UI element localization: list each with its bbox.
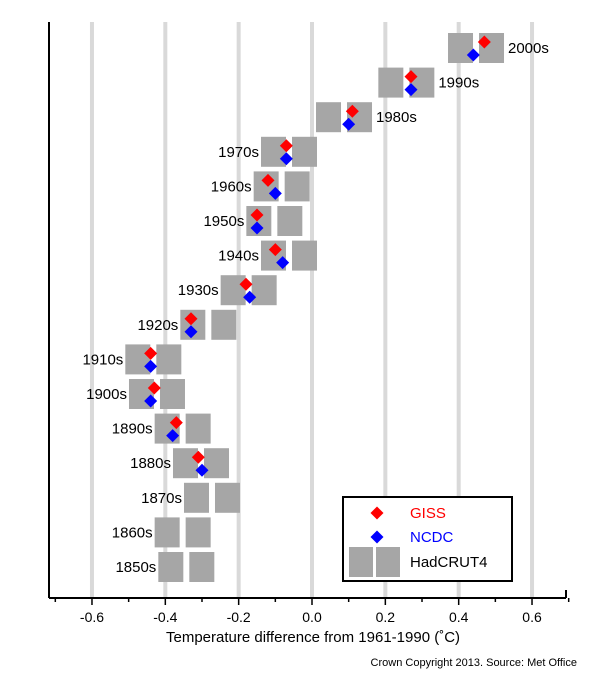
hadcrut4-box — [211, 309, 237, 340]
ncdc-point — [250, 221, 264, 235]
decade-label: 1930s — [178, 282, 219, 299]
ncdc-point — [279, 152, 293, 166]
hadcrut4-box — [172, 448, 198, 479]
legend-giss-marker — [370, 506, 384, 520]
decade-label: 1890s — [112, 421, 153, 438]
hadcrut4-box — [154, 517, 180, 548]
ncdc-point — [243, 290, 257, 304]
x-tick-label: 0.2 — [376, 609, 396, 625]
decade-label: 1990s — [438, 75, 479, 92]
hadcrut4-box — [203, 448, 229, 479]
ncdc-point — [144, 394, 158, 408]
x-tick-label: 0.4 — [449, 609, 469, 625]
decade-label: 2000s — [508, 40, 549, 57]
ncdc-point — [276, 256, 290, 270]
hadcrut4-box — [260, 136, 286, 167]
hadcrut4-box — [251, 275, 277, 306]
ncdc-point — [342, 117, 356, 131]
hadcrut4-box — [291, 136, 317, 167]
ncdc-point — [466, 48, 480, 62]
hadcrut4-box — [448, 33, 474, 63]
ncdc-point — [195, 463, 209, 477]
grid-lines — [89, 22, 535, 598]
decade-label: 1850s — [115, 559, 156, 576]
hadcrut4-box — [156, 344, 182, 375]
ncdc-point — [184, 325, 198, 339]
giss-point — [404, 70, 418, 84]
giss-point — [279, 139, 293, 153]
hadcrut4-box — [316, 102, 342, 133]
decade-label: 1980s — [376, 109, 417, 126]
hadcrut4-box — [189, 552, 215, 582]
x-axis-title: Temperature difference from 1961-1990 (˚… — [166, 629, 460, 646]
hadcrut4-box — [183, 482, 209, 513]
legend-hadcrut4-label: HadCRUT4 — [410, 554, 488, 571]
decade-label: 1870s — [141, 490, 182, 507]
giss-point — [169, 416, 183, 430]
decade-label: 1900s — [86, 386, 127, 403]
ncdc-point — [144, 359, 158, 373]
giss-point — [239, 277, 253, 291]
hadcrut4-box — [125, 344, 151, 375]
giss-point — [184, 312, 198, 326]
giss-point — [144, 346, 158, 360]
legend-ncdc-label: NCDC — [410, 529, 453, 546]
ncdc-point — [404, 83, 418, 97]
decade-label: 1920s — [137, 317, 178, 334]
giss-point — [477, 35, 491, 49]
data-markers — [144, 35, 491, 477]
decade-label: 1940s — [218, 248, 259, 265]
decade-labels: 2000s 1990s 1980s 1970s 1960s 1950s 1940s 1930s… — [82, 40, 548, 576]
hadcrut4-box — [158, 552, 184, 582]
ncdc-point — [268, 186, 282, 200]
legend-hadcrut4-box — [349, 547, 373, 577]
x-tick-label: -0.6 — [80, 609, 104, 625]
x-tick-label: -0.2 — [227, 609, 251, 625]
giss-point — [147, 381, 161, 395]
giss-point — [250, 208, 264, 222]
decade-label: 1910s — [82, 351, 123, 368]
legend: GISS NCDC HadCRUT4 — [342, 496, 513, 582]
legend-ncdc-marker — [370, 530, 384, 544]
x-axis: -0.6 -0.4 -0.2 0.0 0.2 0.4 0.6 — [48, 22, 570, 625]
x-tick-label: 0.0 — [302, 609, 322, 625]
decade-label: 1960s — [211, 178, 252, 195]
hadcrut4-box — [284, 171, 310, 202]
giss-point — [268, 243, 282, 257]
decade-label: 1880s — [130, 455, 171, 472]
hadcrut4-box — [378, 67, 404, 98]
decade-label: 1860s — [112, 524, 153, 541]
decade-label: 1950s — [203, 213, 244, 230]
hadcrut4-box — [185, 413, 211, 444]
hadcrut4-box — [291, 240, 317, 271]
hadcrut4-box — [277, 206, 303, 236]
hadcrut4-box — [214, 482, 240, 513]
giss-point — [191, 450, 205, 464]
legend-giss-label: GISS — [410, 505, 446, 522]
ncdc-point — [166, 429, 180, 443]
giss-point — [345, 104, 359, 118]
x-tick-label: -0.4 — [153, 609, 177, 625]
hadcrut4-box — [185, 517, 211, 548]
legend-hadcrut4-box — [376, 547, 400, 577]
hadcrut4-box — [220, 275, 246, 306]
hadcrut4-box — [159, 379, 185, 409]
decade-label: 1970s — [218, 144, 259, 161]
giss-point — [261, 173, 275, 187]
credit-text: Crown Copyright 2013. Source: Met Office — [371, 657, 577, 669]
x-tick-label: 0.6 — [522, 609, 542, 625]
